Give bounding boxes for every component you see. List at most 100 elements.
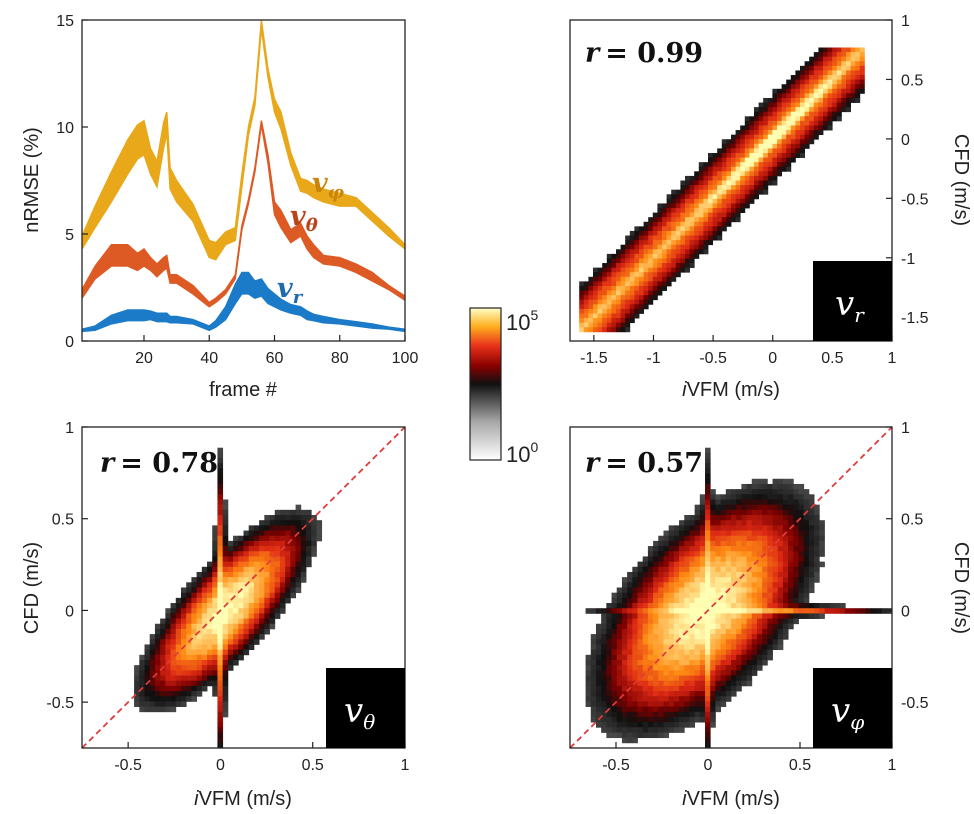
heatmap-cell (217, 499, 224, 506)
heatmap-cell (798, 587, 805, 594)
heatmap-cell (290, 556, 296, 563)
heatmap-cell (689, 263, 695, 269)
heatmap-cell (726, 217, 732, 223)
heatmap-cell (731, 198, 736, 204)
heatmap-cell (694, 171, 700, 177)
heatmap-cell (767, 157, 773, 163)
heatmap-cell (154, 659, 161, 666)
heatmap-cell (754, 148, 759, 154)
heatmap-vphi-frame (569, 426, 893, 749)
heatmap-cell (269, 530, 276, 537)
heatmap-cell (795, 111, 801, 117)
heatmap-cell (647, 628, 654, 635)
heatmap-cell (740, 180, 746, 186)
heatmap-cell (721, 157, 727, 163)
heatmap-cell (827, 97, 833, 103)
heatmap-cell (295, 566, 302, 573)
heatmap-cell (601, 722, 607, 728)
heatmap-cell (736, 608, 742, 614)
heatmap-cell (777, 111, 782, 117)
heatmap-cell (782, 551, 789, 557)
heatmap-cell (662, 272, 667, 278)
heatmap-cell (606, 322, 612, 328)
heatmap-cell (708, 152, 713, 158)
heatmap-cell (798, 551, 805, 557)
heatmap-cell (814, 546, 820, 552)
heatmap-cell (684, 608, 690, 614)
heatmap-cell (212, 587, 218, 594)
heatmap-cell (165, 691, 171, 697)
heatmap-cell (634, 267, 640, 273)
heatmap-cell (671, 258, 677, 264)
heatmap-vr-component-label: vr (835, 284, 865, 327)
heatmap-cell (694, 175, 700, 181)
heatmap-cell (160, 654, 166, 661)
heatmap-cell (715, 608, 722, 614)
heatmap-cell (621, 737, 628, 744)
heatmap-cell (746, 675, 753, 682)
heatmap-cell (846, 88, 851, 94)
heatmap-cell (710, 696, 716, 702)
heatmap-cell (689, 696, 696, 702)
heatmap-cell (160, 639, 166, 645)
heatmap-cell (772, 587, 779, 594)
heatmap-cell (793, 618, 799, 625)
heatmap-cell (606, 680, 612, 687)
heatmap-cell (818, 93, 824, 99)
heatmap-cell (689, 685, 696, 692)
heatmap-cell (191, 644, 198, 651)
heatmap-cell (793, 509, 799, 516)
heatmap-cell (798, 530, 805, 537)
heatmap-cell (191, 654, 198, 661)
heatmap-cell (731, 571, 737, 578)
heatmap-cell (705, 525, 711, 531)
heatmap-cell (233, 639, 239, 645)
heatmap-cell (694, 644, 701, 651)
heatmap-cell (767, 634, 773, 640)
heatmap-cell (804, 84, 810, 90)
heatmap-cell (601, 644, 607, 651)
heatmap-cell (663, 639, 670, 645)
heatmap-cell (740, 162, 746, 168)
heatmap-cell (248, 525, 255, 531)
heatmap-cell (679, 675, 685, 682)
heatmap-cell (627, 659, 633, 666)
heatmap-cell (248, 608, 255, 614)
heatmap-cell (846, 79, 851, 85)
heatmap-cell (689, 203, 695, 209)
heatmap-cell (705, 489, 711, 495)
heatmap-cell (620, 253, 626, 259)
heatmap-cell (653, 691, 659, 697)
heatmap-cell (715, 701, 722, 707)
heatmap-cell (731, 691, 737, 697)
heatmap-cell (786, 143, 792, 149)
heatmap-cell (705, 463, 711, 469)
heatmap-cell (786, 116, 792, 122)
heatmap-cell (279, 556, 286, 563)
heatmap-cell (741, 639, 747, 645)
heatmap-cell (621, 603, 628, 609)
heatmap-cell (139, 706, 145, 713)
heatmap-cell (698, 203, 704, 209)
heatmap-cell (632, 665, 638, 671)
heatmap-cell (818, 97, 824, 103)
heatmap-cell (647, 546, 654, 552)
heatmap-cell (721, 198, 727, 204)
heatmap-cell (800, 130, 805, 136)
heatmap-cell (658, 582, 664, 588)
heatmap-cell (841, 70, 847, 76)
heatmap-cell (751, 478, 758, 485)
heatmap-cell (813, 70, 819, 76)
heatmap-cell (648, 226, 654, 232)
heatmap-cell (191, 592, 198, 599)
heatmap-cell (736, 556, 742, 563)
heatmap-cell (694, 577, 701, 583)
heatmap-cell (222, 515, 229, 521)
heatmap-cell (629, 258, 635, 264)
heatmap-cell (786, 97, 792, 103)
xtick-label: -0.5 (114, 757, 142, 774)
heatmap-cell (777, 608, 784, 614)
heatmap-cell (285, 509, 291, 516)
heatmap-cell (735, 208, 741, 213)
heatmap-cell (813, 134, 819, 140)
